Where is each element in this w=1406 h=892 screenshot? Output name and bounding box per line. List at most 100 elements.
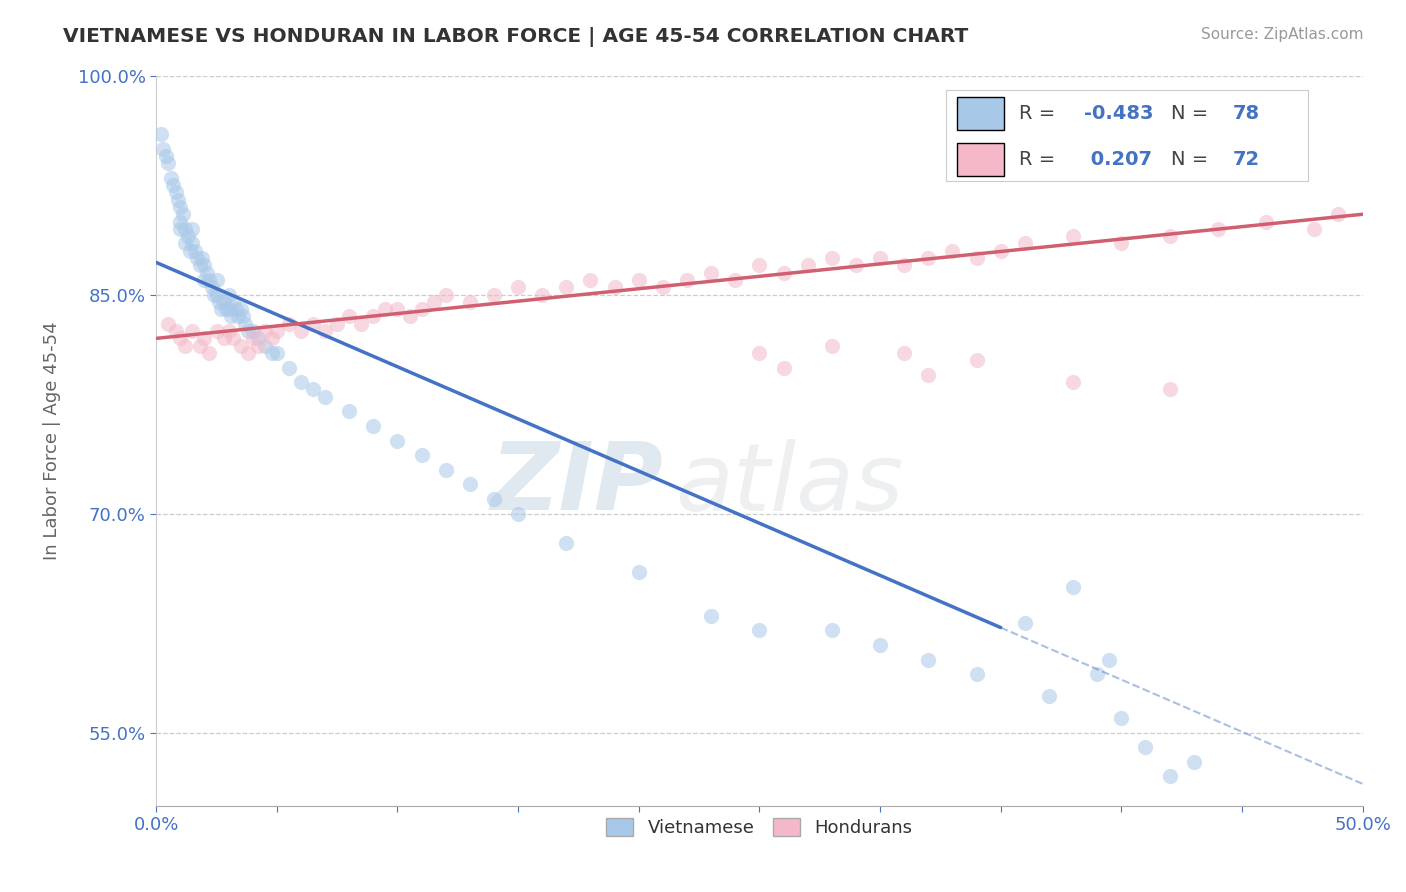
Point xyxy=(169,200,191,214)
Point xyxy=(232,310,254,324)
Point xyxy=(198,346,221,360)
Point xyxy=(990,244,1012,258)
Point xyxy=(1038,689,1060,703)
Point xyxy=(167,193,190,207)
Point xyxy=(796,258,818,272)
Text: ZIP: ZIP xyxy=(491,439,662,531)
Point xyxy=(627,273,650,287)
Point xyxy=(260,331,283,345)
Point xyxy=(181,222,204,236)
Point xyxy=(966,251,988,265)
Point xyxy=(411,448,433,462)
Point xyxy=(374,302,396,317)
Point xyxy=(555,536,578,550)
Point xyxy=(845,258,868,272)
Point xyxy=(772,266,794,280)
Point xyxy=(326,317,349,331)
Point xyxy=(193,331,215,345)
Point xyxy=(1135,740,1157,755)
Point xyxy=(748,624,770,638)
Point xyxy=(1062,375,1084,389)
Point xyxy=(1159,229,1181,244)
Point xyxy=(748,346,770,360)
Point xyxy=(434,463,457,477)
Point xyxy=(1062,229,1084,244)
Point xyxy=(174,222,197,236)
Point xyxy=(1111,711,1133,725)
Point xyxy=(169,222,191,236)
Point xyxy=(229,302,252,317)
Point xyxy=(222,294,245,309)
Point xyxy=(337,404,360,418)
Point xyxy=(157,317,180,331)
Point xyxy=(893,258,915,272)
Point xyxy=(277,360,299,375)
Point xyxy=(772,360,794,375)
Point xyxy=(337,310,360,324)
Point xyxy=(226,310,249,324)
Point xyxy=(184,244,207,258)
Point xyxy=(260,346,283,360)
Point xyxy=(363,419,385,434)
Point xyxy=(869,251,891,265)
Point xyxy=(917,368,939,382)
Point xyxy=(748,258,770,272)
Point xyxy=(1085,667,1108,681)
Point xyxy=(253,339,276,353)
Point xyxy=(193,258,215,272)
Point xyxy=(208,294,231,309)
Point xyxy=(458,477,481,491)
Point xyxy=(1014,236,1036,251)
Point xyxy=(165,324,187,338)
Point xyxy=(266,346,288,360)
Point xyxy=(1206,222,1229,236)
Point xyxy=(966,353,988,368)
Point xyxy=(246,331,269,345)
Point xyxy=(966,667,988,681)
Point xyxy=(195,266,218,280)
Point xyxy=(186,251,208,265)
Point xyxy=(302,317,325,331)
Point xyxy=(201,280,224,294)
Point xyxy=(215,302,238,317)
Point xyxy=(205,324,228,338)
Point xyxy=(1303,222,1326,236)
Point xyxy=(266,324,288,338)
Point xyxy=(555,280,578,294)
Point xyxy=(152,142,174,156)
Legend: Vietnamese, Hondurans: Vietnamese, Hondurans xyxy=(599,810,920,844)
Point xyxy=(531,287,554,301)
Point xyxy=(242,324,264,338)
Point xyxy=(172,207,194,221)
Point xyxy=(411,302,433,317)
Point xyxy=(700,608,723,623)
Point xyxy=(225,302,247,317)
Point xyxy=(150,127,173,141)
Point xyxy=(434,287,457,301)
Point xyxy=(205,287,228,301)
Point xyxy=(155,149,177,163)
Point xyxy=(1159,770,1181,784)
Point xyxy=(603,280,626,294)
Point xyxy=(169,331,191,345)
Point xyxy=(700,266,723,280)
Point xyxy=(157,156,180,170)
Point xyxy=(1327,207,1350,221)
Point xyxy=(869,638,891,652)
Point xyxy=(246,339,269,353)
Point xyxy=(821,339,844,353)
Point xyxy=(1182,755,1205,769)
Point xyxy=(242,331,264,345)
Point xyxy=(253,324,276,338)
Point xyxy=(290,375,312,389)
Point xyxy=(159,170,181,185)
Point xyxy=(1098,653,1121,667)
Point xyxy=(181,324,204,338)
Point xyxy=(350,317,373,331)
Text: atlas: atlas xyxy=(675,439,903,530)
Point xyxy=(482,491,505,506)
Point xyxy=(1062,580,1084,594)
Point xyxy=(917,653,939,667)
Point xyxy=(218,324,240,338)
Point xyxy=(202,287,225,301)
